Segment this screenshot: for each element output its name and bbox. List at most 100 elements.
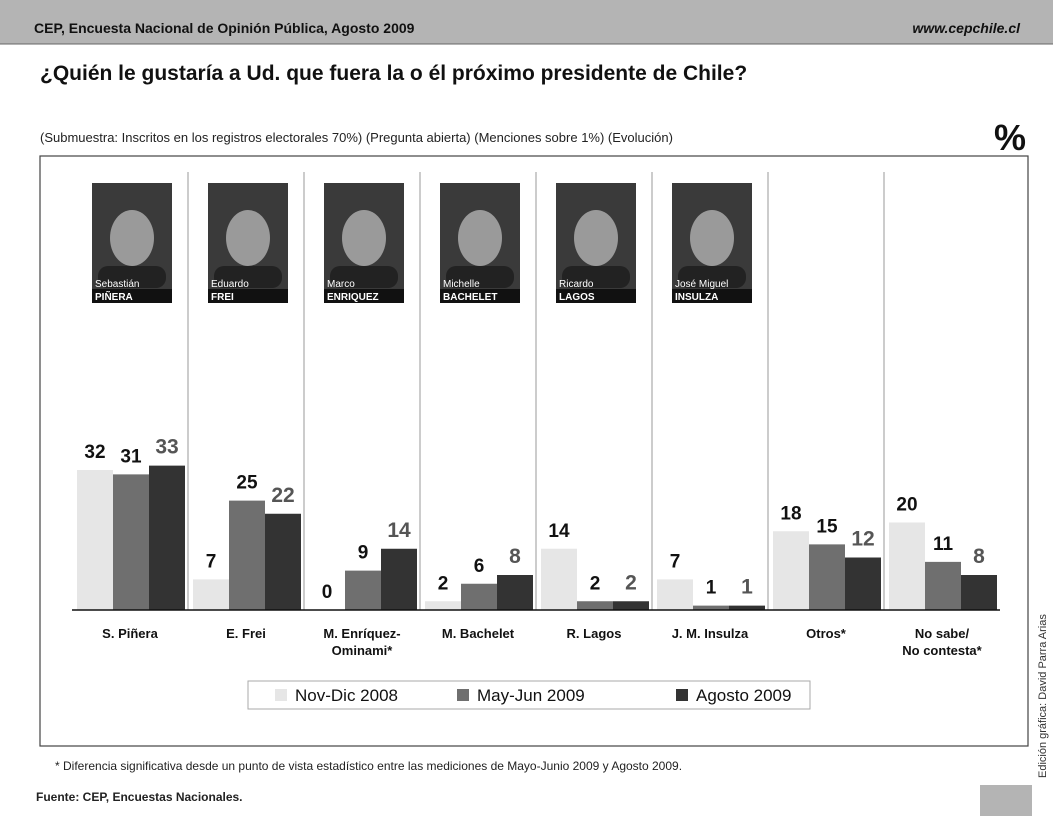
value-label: 33	[155, 436, 178, 459]
credit: Edición gráfica: David Parra Arias	[1037, 614, 1049, 778]
legend-swatch	[457, 689, 469, 701]
photo-face	[574, 210, 618, 266]
value-label: 8	[973, 545, 985, 568]
value-label: 6	[474, 556, 485, 577]
value-label: 0	[322, 582, 333, 603]
photo-shoulders	[330, 266, 398, 288]
bar	[693, 605, 729, 610]
value-label: 9	[358, 543, 369, 564]
value-label: 2	[438, 573, 449, 594]
photo-shoulders	[98, 266, 166, 288]
legend-swatch	[676, 689, 688, 701]
bar	[845, 557, 881, 610]
bar	[729, 605, 765, 610]
photo-face	[110, 210, 154, 266]
bar	[425, 601, 461, 610]
value-label: 22	[271, 484, 294, 507]
photo-shoulders	[562, 266, 630, 288]
bar	[577, 601, 613, 610]
value-label: 18	[780, 503, 801, 524]
photo-caption-bg	[208, 289, 288, 303]
photo-face	[690, 210, 734, 266]
x-tick-label: S. Piñera	[102, 626, 158, 641]
bar	[809, 544, 845, 610]
bar	[381, 548, 417, 610]
x-tick-label: No sabe/ No contesta*	[902, 626, 982, 658]
photo-first-name: Eduardo	[211, 279, 249, 290]
chart-frame	[39, 155, 1029, 747]
value-label: 14	[387, 519, 411, 542]
value-label: 1	[706, 578, 717, 599]
bar	[461, 583, 497, 610]
photo-first-name: José Miguel	[675, 279, 728, 290]
bar	[265, 513, 301, 610]
bar	[193, 579, 229, 610]
photo-caption-bg	[672, 289, 752, 303]
header-right: www.cepchile.cl	[912, 20, 1021, 36]
x-tick-label: M. Bachelet	[441, 626, 515, 641]
header-left: CEP, Encuesta Nacional de Opinión Públic…	[34, 20, 415, 36]
bar	[113, 474, 149, 610]
photo-last-name: PIÑERA	[95, 290, 133, 303]
bar	[497, 575, 533, 610]
bar	[889, 522, 925, 610]
value-label: 2	[590, 573, 601, 594]
photo-shoulders	[446, 266, 514, 288]
chart-title: ¿Quién le gustaría a Ud. que fuera la o …	[40, 62, 747, 85]
value-label: 11	[933, 534, 954, 555]
value-label: 7	[670, 551, 681, 572]
legend-box	[247, 680, 811, 710]
footnote: * Diferencia significativa desde un punt…	[55, 759, 682, 773]
photo-last-name: BACHELET	[443, 292, 497, 303]
x-tick-label: E. Frei	[226, 626, 266, 641]
value-label: 15	[816, 516, 838, 537]
photo-last-name: ENRIQUEZ	[327, 292, 379, 303]
source: Fuente: CEP, Encuestas Nacionales.	[36, 790, 243, 804]
value-label: 32	[84, 442, 105, 463]
bar	[773, 531, 809, 610]
bar	[961, 575, 997, 610]
photo-face	[226, 210, 270, 266]
value-label: 2	[625, 571, 637, 594]
x-tick-label: J. M. Insulza	[671, 626, 749, 641]
chart-subtitle: (Submuestra: Inscritos en los registros …	[40, 130, 673, 145]
photo-shoulders	[214, 266, 282, 288]
value-label: 20	[896, 495, 917, 516]
bar	[657, 579, 693, 610]
corner-block	[980, 785, 1032, 816]
photo-caption-bg	[556, 289, 636, 303]
legend-label: Agosto 2009	[696, 686, 791, 705]
photo-first-name: Marco	[327, 279, 355, 290]
x-tick-label: R. Lagos	[566, 626, 622, 641]
photo-caption-bg	[92, 289, 172, 303]
x-tick-label: M. Enríquez- Ominami*	[323, 626, 401, 658]
photo-first-name: Ricardo	[559, 279, 594, 290]
legend-swatch	[275, 689, 287, 701]
photo-last-name: INSULZA	[675, 292, 718, 303]
photo-face	[342, 210, 386, 266]
value-label: 7	[206, 551, 217, 572]
photo-first-name: Sebastián	[95, 279, 139, 290]
photo-caption-bg	[440, 289, 520, 303]
header-bar	[0, 0, 1053, 44]
photo-face	[458, 210, 502, 266]
value-label: 12	[851, 528, 874, 551]
value-label: 14	[548, 521, 570, 542]
photo-last-name: FREI	[211, 292, 234, 303]
bar	[925, 561, 961, 610]
bar	[77, 470, 113, 610]
legend-label: Nov-Dic 2008	[295, 686, 398, 705]
legend-label: May-Jun 2009	[477, 686, 585, 705]
bar	[541, 548, 577, 610]
bar	[149, 465, 185, 610]
value-label: 25	[236, 473, 258, 494]
bar	[229, 500, 265, 610]
bar	[613, 601, 649, 610]
value-label: 31	[120, 446, 142, 467]
photo-first-name: Michelle	[443, 279, 480, 290]
bar	[345, 570, 381, 610]
x-tick-label: Otros*	[806, 626, 846, 641]
photo-caption-bg	[324, 289, 404, 303]
